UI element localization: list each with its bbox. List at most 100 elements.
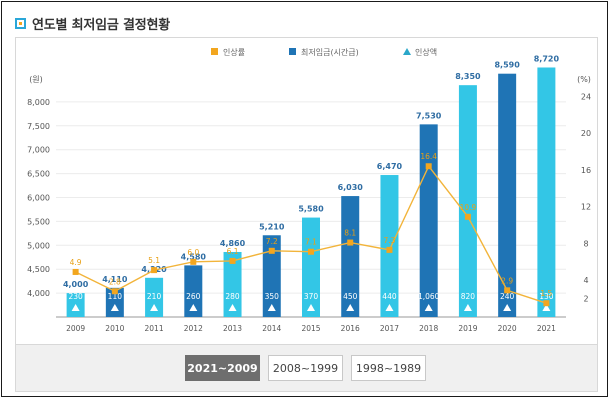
legend-marker-increase-amount — [403, 48, 411, 55]
x-tick-label: 2012 — [184, 324, 203, 333]
bar-min-wage — [498, 73, 517, 317]
increase-amount-label: 230 — [68, 292, 83, 301]
y-right-tick-label: 16 — [581, 166, 591, 175]
increase-rate-label: 2.9 — [501, 276, 513, 285]
legend-label-2: 인상액 — [415, 47, 437, 57]
y-right-tick-label: 20 — [581, 129, 591, 138]
increase-rate-label: 5.1 — [148, 256, 160, 265]
title-bullet-icon — [15, 17, 26, 29]
increase-rate-marker — [151, 267, 158, 274]
bar-value-label: 8,720 — [534, 54, 560, 63]
bar-min-wage — [458, 85, 477, 317]
increase-rate-marker — [386, 246, 393, 253]
increase-amount-label: 1,060 — [418, 292, 440, 301]
bar-min-wage — [380, 175, 399, 317]
increase-amount-marker — [503, 304, 512, 311]
increase-amount-marker — [463, 304, 472, 311]
tab-2021-2009[interactable]: 2021~2009 — [185, 355, 260, 381]
x-tick-label: 2010 — [105, 324, 124, 333]
increase-amount-marker — [150, 304, 159, 311]
increase-rate-marker — [543, 300, 550, 307]
x-tick-label: 2016 — [341, 324, 360, 333]
y-left-tick-label: 6,000 — [27, 194, 50, 203]
increase-amount-marker — [71, 304, 80, 311]
increase-rate-marker — [347, 239, 354, 246]
y-left-tick-label: 5,000 — [27, 241, 50, 250]
tab-1998-1989[interactable]: 1998~1989 — [351, 355, 426, 381]
bar-min-wage — [145, 277, 164, 317]
bar-min-wage — [105, 287, 124, 317]
x-tick-label: 2020 — [498, 324, 517, 333]
x-tick-label: 2018 — [419, 324, 438, 333]
increase-rate-marker — [308, 248, 314, 255]
y-left-tick-label: 7,000 — [27, 146, 50, 155]
bar-min-wage — [341, 196, 360, 317]
increase-amount-marker — [110, 304, 119, 311]
increase-amount-label: 450 — [343, 292, 358, 301]
y-right-tick-label: 2 — [583, 295, 588, 304]
y-left-tick-label: 6,500 — [27, 170, 50, 179]
chart-container: 인상률 최저임금(시간급) 인상액 (원) (%) 4,000 4,500 5,000 5,50… — [15, 37, 598, 345]
bar-value-label: 4,110 — [102, 275, 128, 284]
increase-rate-marker — [425, 163, 432, 170]
increase-rate-label: 4.9 — [70, 258, 82, 267]
y-left-tick-label: 4,000 — [27, 289, 50, 298]
increase-rate-label: 7.2 — [266, 237, 278, 246]
increase-amount-marker — [424, 304, 433, 311]
y-left-unit: (원) — [29, 75, 43, 84]
bar-value-label: 4,580 — [181, 252, 207, 261]
increase-amount-label: 820 — [461, 292, 476, 301]
x-tick-label: 2009 — [66, 324, 85, 333]
y-left-tick-label: 7,500 — [27, 122, 50, 131]
bar-value-label: 5,210 — [259, 222, 285, 231]
y-right-tick-label: 8 — [583, 239, 588, 248]
increase-rate-label: 7.1 — [305, 238, 317, 247]
increase-rate-label: 10.9 — [460, 203, 477, 212]
y-right-unit: (%) — [577, 75, 591, 84]
bar-value-label: 6,030 — [338, 183, 364, 192]
page-title: 연도별 최저임금 결정현황 — [32, 17, 171, 33]
tab-2008-1999[interactable]: 2008~1999 — [268, 355, 343, 381]
bar-value-label: 8,590 — [494, 61, 520, 70]
legend-marker-increase-rate — [211, 48, 218, 55]
bar-min-wage — [184, 265, 203, 317]
increase-amount-marker — [267, 304, 276, 311]
x-tick-label: 2021 — [537, 324, 556, 333]
increase-amount-label: 370 — [304, 292, 319, 301]
increase-amount-marker — [189, 304, 198, 311]
bar-value-label: 5,580 — [298, 205, 324, 214]
legend-label-0: 인상률 — [223, 47, 245, 57]
increase-amount-label: 240 — [500, 292, 515, 301]
x-tick-label: 2017 — [380, 324, 399, 333]
x-tick-label: 2014 — [262, 324, 281, 333]
increase-rate-marker — [111, 288, 118, 295]
increase-rate-marker — [190, 258, 197, 265]
legend-marker-min-wage — [289, 48, 296, 55]
increase-rate-label: 8.1 — [344, 229, 356, 238]
period-tabs: 2021~2009 2008~1999 1998~1989 — [15, 345, 598, 392]
x-tick-label: 2013 — [223, 324, 242, 333]
increase-amount-label: 210 — [147, 292, 162, 301]
title-row: 연도별 최저임금 결정현황 — [15, 14, 171, 33]
bar-value-label: 4,000 — [63, 280, 89, 289]
increase-amount-label: 130 — [539, 292, 554, 301]
increase-rate-marker — [72, 268, 79, 275]
increase-amount-marker — [542, 304, 551, 311]
increase-amount-marker — [307, 304, 315, 311]
x-tick-label: 2011 — [145, 324, 164, 333]
increase-rate-label: 6.0 — [187, 248, 199, 257]
increase-amount-marker — [385, 304, 394, 311]
increase-rate-marker — [229, 257, 236, 264]
bar-min-wage — [302, 217, 320, 317]
increase-rate-label: 2.8 — [109, 277, 121, 286]
bar-value-label: 8,350 — [455, 72, 481, 81]
bar-min-wage — [262, 235, 281, 317]
x-tick-label: 2015 — [301, 324, 320, 333]
min-wage-chart: 인상률 최저임금(시간급) 인상액 (원) (%) 4,000 4,500 5,000 5,50… — [27, 47, 591, 333]
increase-rate-marker — [464, 213, 471, 220]
increase-amount-label: 260 — [186, 292, 201, 301]
y-right-tick-label: 4 — [583, 276, 588, 285]
increase-amount-label: 110 — [108, 292, 123, 301]
bar-min-wage — [537, 67, 556, 317]
